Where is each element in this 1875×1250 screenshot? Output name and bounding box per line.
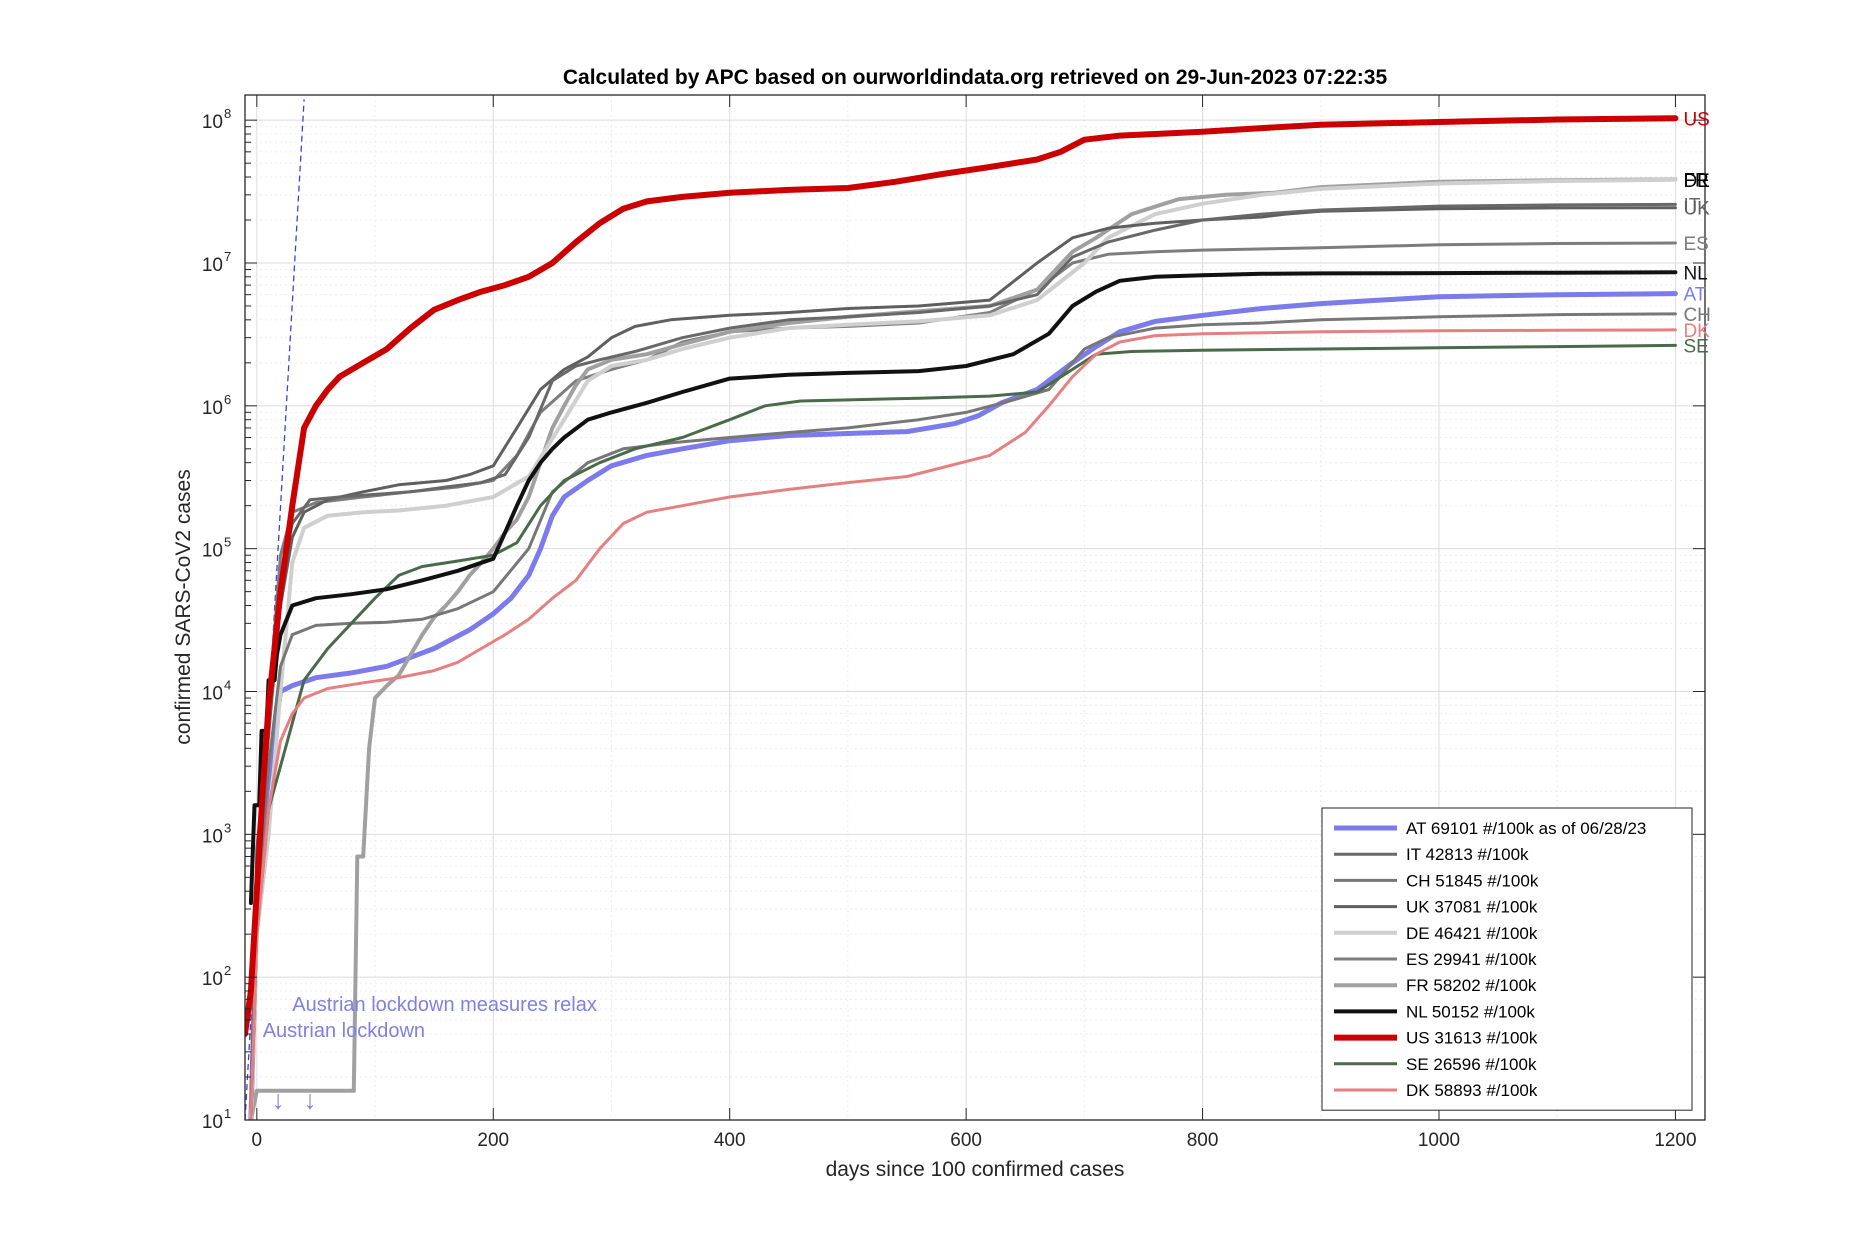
- x-tick-label: 800: [1187, 1130, 1219, 1151]
- y-tick-label: 10: [202, 541, 223, 562]
- legend-entry-uk: UK 37081 #/100k: [1406, 898, 1538, 917]
- chart-title: Calculated by APC based on ourworldindat…: [563, 66, 1388, 89]
- legend-entry-it: IT 42813 #/100k: [1406, 845, 1529, 864]
- x-tick-label: 1000: [1418, 1130, 1460, 1151]
- legend-entry-se: SE 26596 #/100k: [1406, 1055, 1537, 1074]
- end-label-dk: DK: [1683, 321, 1710, 342]
- legend-entry-at: AT 69101 #/100k as of 06/28/23: [1406, 819, 1646, 838]
- legend: AT 69101 #/100k as of 06/28/23 IT 42813 #…: [1321, 807, 1693, 1111]
- y-tick-label: 10: [202, 826, 223, 847]
- end-label-ch: CH: [1683, 305, 1710, 326]
- y-tick-exponent: 2: [224, 963, 231, 978]
- end-label-at: AT: [1683, 285, 1706, 306]
- end-label-es: ES: [1683, 234, 1708, 255]
- series-line-it: [249, 202, 1677, 1120]
- series-line-at: [248, 291, 1678, 1120]
- y-tick-label: 10: [202, 683, 223, 704]
- y-tick-exponent: 8: [224, 106, 231, 121]
- arrow-down-icon: ↓: [304, 1085, 317, 1115]
- x-tick-label: 0: [252, 1130, 263, 1151]
- y-tick-exponent: 4: [224, 677, 231, 692]
- legend-entry-us: US 31613 #/100k: [1406, 1029, 1538, 1048]
- y-tick-exponent: 1: [224, 1106, 231, 1121]
- series-line-ch: [249, 312, 1677, 1120]
- y-tick-label: 10: [202, 398, 223, 419]
- y-tick-exponent: 3: [224, 820, 231, 835]
- x-tick-label: 600: [950, 1130, 982, 1151]
- y-tick-exponent: 6: [224, 392, 231, 407]
- series-line-us: [245, 115, 1679, 1037]
- arrow-down-icon: ↓: [272, 1085, 285, 1115]
- end-label-se: SE: [1683, 336, 1708, 357]
- annotation-text: Austrian lockdown measures relax: [292, 994, 597, 1016]
- y-tick-label: 10: [202, 1112, 223, 1133]
- x-tick-label: 1200: [1654, 1130, 1696, 1151]
- series-group: [245, 115, 1679, 1120]
- y-tick-label: 10: [202, 112, 223, 133]
- annotations: Austrian lockdown measures relax Austrian…: [263, 994, 597, 1115]
- series-line-se: [249, 343, 1677, 1120]
- annotation-text: Austrian lockdown: [263, 1020, 425, 1042]
- x-tick-label: 200: [477, 1130, 509, 1151]
- x-axis-label: days since 100 confirmed cases: [826, 1158, 1125, 1181]
- legend-entry-de: DE 46421 #/100k: [1406, 924, 1538, 943]
- y-tick-label: 10: [202, 255, 223, 276]
- series-line-dk: [249, 328, 1677, 1120]
- end-label-fr: FR: [1683, 170, 1708, 191]
- end-label-us: US: [1683, 109, 1709, 130]
- legend-entry-fr: FR 58202 #/100k: [1406, 976, 1537, 995]
- y-tick-exponent: 7: [224, 249, 231, 264]
- end-label-it: IT: [1683, 195, 1700, 216]
- y-tick-exponent: 5: [224, 535, 231, 550]
- end-label-de: DE: [1683, 171, 1709, 192]
- legend-entry-ch: CH 51845 #/100k: [1406, 871, 1539, 890]
- end-label-uk: UK: [1683, 199, 1710, 220]
- legend-entry-dk: DK 58893 #/100k: [1406, 1081, 1538, 1100]
- series-line-de: [248, 177, 1678, 1120]
- series-line-nl: [248, 270, 1678, 906]
- plot-frame: [244, 94, 1706, 1121]
- legend-entry-es: ES 29941 #/100k: [1406, 950, 1537, 969]
- x-tick-label: 400: [714, 1130, 746, 1151]
- y-tick-label: 10: [202, 969, 223, 990]
- y-axis-label: confirmed SARS-CoV2 cases: [172, 469, 195, 744]
- legend-entry-nl: NL 50152 #/100k: [1406, 1002, 1535, 1021]
- end-label-nl: NL: [1683, 263, 1707, 284]
